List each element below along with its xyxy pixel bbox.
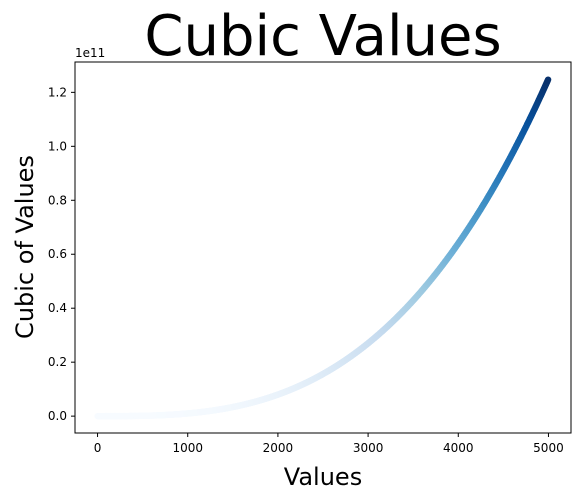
x-tick-label: 4000	[443, 441, 474, 455]
y-axis-label: Cubic of Values	[11, 155, 39, 339]
x-axis-label: Values	[284, 463, 362, 491]
y-tick-label: 0.8	[48, 193, 67, 207]
y-axis-scale-note: 1e11	[75, 46, 105, 60]
x-tick-label: 5000	[533, 441, 564, 455]
y-tick-label: 1.2	[48, 85, 67, 99]
y-tick-label: 0.4	[48, 301, 67, 315]
plot-frame	[74, 61, 572, 434]
y-axis-ticks: 0.0 0.2 0.4 0.6 0.8 1.0 1.2	[48, 85, 75, 423]
y-tick-label: 1.0	[48, 139, 67, 153]
y-tick-label: 0.2	[48, 355, 67, 369]
y-tick-label: 0.0	[48, 409, 67, 423]
chart-title: Cubic Values	[144, 4, 501, 69]
scatter-point	[544, 76, 552, 83]
x-tick-label: 3000	[353, 441, 384, 455]
x-tick-label: 2000	[263, 441, 294, 455]
y-tick-label: 0.6	[48, 247, 67, 261]
x-tick-label: 1000	[172, 441, 203, 455]
scatter-points	[94, 76, 552, 420]
x-axis-ticks: 0 1000 2000 3000 4000 5000	[94, 433, 564, 455]
x-tick-label: 0	[94, 441, 102, 455]
